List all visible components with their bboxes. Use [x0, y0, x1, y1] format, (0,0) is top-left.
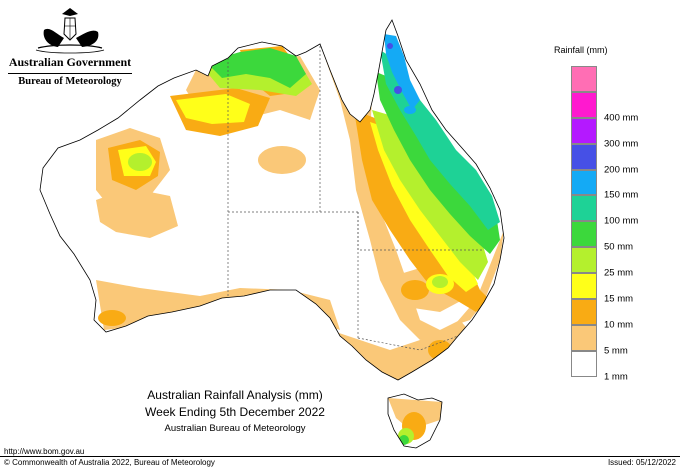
- legend-swatch: [571, 143, 597, 170]
- coat-of-arms-icon: [35, 8, 105, 54]
- legend-row: 5 mm: [571, 324, 675, 356]
- legend-row: 10 mm: [571, 299, 675, 330]
- map-title: Australian Rainfall Analysis (mm): [147, 388, 323, 402]
- legend-label: 400 mm: [604, 112, 639, 124]
- issued-date: Issued: 05/12/2022: [607, 458, 676, 467]
- legend-swatch: [571, 350, 597, 377]
- legend-swatch: [571, 117, 597, 144]
- legend-title: Rainfall (mm): [554, 45, 608, 55]
- legend-label: 50 mm: [604, 241, 634, 253]
- legend-label: 25 mm: [604, 267, 634, 279]
- legend-label: 10 mm: [604, 319, 634, 331]
- legend-swatch: [571, 273, 597, 300]
- legend-row: 100 mm: [571, 195, 675, 227]
- map-subtitle: Week Ending 5th December 2022: [145, 405, 325, 419]
- copyright-text: © Commonwealth of Australia 2022, Bureau…: [4, 458, 215, 467]
- legend-row: 200 mm: [571, 143, 675, 175]
- legend-row: 150 mm: [571, 169, 675, 201]
- legend-label: 15 mm: [604, 293, 634, 305]
- legend-swatch: [571, 195, 597, 222]
- legend-label: 100 mm: [604, 215, 639, 227]
- legend-swatch: [571, 91, 597, 118]
- government-logo: Australian Government Bureau of Meteorol…: [8, 10, 132, 87]
- legend-swatch: [571, 247, 597, 274]
- legend-label: 1 mm: [604, 371, 628, 383]
- legend-row: 1 mm: [571, 350, 675, 382]
- legend-swatch: [571, 221, 597, 248]
- legend-label: 300 mm: [604, 138, 639, 150]
- legend-swatch: [571, 324, 597, 351]
- org-name-bureau: Bureau of Meteorology: [18, 76, 122, 87]
- rainfall-legend: 400 mm 300 mm 200 mm 150 mm 100 mm 50 mm…: [571, 66, 675, 382]
- legend-row: 400 mm: [571, 91, 675, 123]
- org-name-government: Australian Government: [8, 55, 132, 69]
- legend-label: 5 mm: [604, 345, 628, 357]
- map-source: Australian Bureau of Meteorology: [164, 423, 306, 434]
- legend-label: 200 mm: [604, 164, 639, 176]
- legend-row: 25 mm: [571, 247, 675, 279]
- legend-row: 300 mm: [571, 117, 675, 149]
- footer-divider: [0, 456, 680, 457]
- legend-row: 15 mm: [571, 273, 675, 305]
- legend-swatch: [571, 299, 597, 325]
- legend-label: 150 mm: [604, 189, 639, 201]
- legend-row: 50 mm: [571, 221, 675, 253]
- logo-divider: [8, 73, 132, 74]
- legend-swatch: [571, 169, 597, 196]
- website-link[interactable]: http://www.bom.gov.au: [4, 447, 85, 456]
- legend-swatch: [571, 66, 597, 92]
- legend-row: [571, 66, 675, 92]
